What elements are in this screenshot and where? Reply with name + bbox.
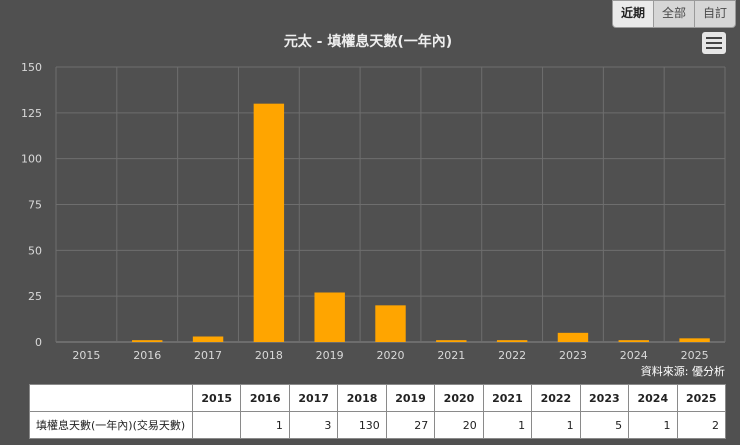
table-header-row: 2015 2016 2017 2018 2019 2020 2021 2022 …: [29, 384, 727, 412]
table-cell: 2: [676, 411, 727, 439]
x-tick-label: 2023: [559, 349, 587, 362]
tab-recent[interactable]: 近期: [612, 1, 653, 27]
x-tick-label: 2016: [133, 349, 161, 362]
table-cell: [191, 411, 242, 439]
x-tick-label: 2021: [437, 349, 465, 362]
y-tick-label: 125: [21, 107, 42, 120]
table-header-cell: 2024: [628, 384, 678, 412]
bar-2025[interactable]: [679, 338, 710, 342]
x-tick-label: 2017: [194, 349, 222, 362]
table-header-cell: 2016: [240, 384, 290, 412]
y-tick-label: 0: [35, 336, 42, 349]
table-header-cell: 2022: [531, 384, 581, 412]
table-header-cell: 2021: [482, 384, 533, 412]
table-cell: 5: [579, 411, 630, 439]
table-row: 填權息天數(一年內)(交易天數) 1 3 130 27 20 1 1 5 1 2: [29, 411, 727, 439]
bar-2023[interactable]: [557, 332, 589, 342]
table-header-cell: 2025: [676, 384, 727, 412]
bar-2024[interactable]: [618, 340, 649, 342]
table-cell: 1: [628, 411, 678, 439]
bar-2019[interactable]: [314, 292, 345, 343]
table-cell: 1: [240, 411, 290, 439]
table-header-cell: 2020: [434, 384, 484, 412]
chart-title: 元太 - 填權息天數(一年內): [284, 33, 452, 50]
bar-2018[interactable]: [253, 103, 285, 343]
x-tick-label: 2024: [620, 349, 648, 362]
table-header-cell: 2019: [385, 384, 436, 412]
table-header-cell: 2018: [337, 384, 387, 412]
tab-custom[interactable]: 自訂: [694, 1, 735, 27]
bar-2022[interactable]: [496, 340, 528, 342]
x-tick-label: 2015: [72, 349, 100, 362]
data-table: 2015 2016 2017 2018 2019 2020 2021 2022 …: [29, 384, 727, 439]
table-header-cell: 2023: [579, 384, 630, 412]
chart-menu-icon[interactable]: [702, 32, 726, 54]
table-row-label: 填權息天數(一年內)(交易天數): [29, 411, 193, 439]
tab-all[interactable]: 全部: [653, 1, 694, 27]
y-tick-label: 150: [21, 61, 42, 74]
range-selector: 近期 全部 自訂: [611, 0, 736, 28]
x-tick-label: 2022: [498, 349, 526, 362]
x-tick-label: 2020: [377, 349, 405, 362]
table-header-cell: 2015: [191, 384, 242, 412]
table-cell: 1: [531, 411, 581, 439]
bar-2016[interactable]: [132, 340, 163, 342]
x-tick-label: 2018: [255, 349, 283, 362]
data-source-credit[interactable]: 資料來源: 優分析: [641, 364, 725, 378]
table-cell: 27: [385, 411, 436, 439]
y-tick-label: 75: [28, 199, 42, 212]
y-tick-label: 25: [28, 290, 42, 303]
x-tick-label: 2019: [316, 349, 344, 362]
table-cell: 1: [482, 411, 533, 439]
x-tick-label: 2025: [681, 349, 709, 362]
table-header-cell: 2017: [288, 384, 339, 412]
table-cell: 130: [337, 411, 387, 439]
y-tick-label: 50: [28, 244, 42, 257]
bar-2017[interactable]: [192, 336, 224, 343]
table-header-cell: [29, 384, 193, 412]
table-cell: 20: [434, 411, 484, 439]
bar-2020[interactable]: [375, 305, 406, 342]
bar-2021[interactable]: [436, 340, 467, 342]
bar-chart: 元太 - 填權息天數(一年內) 0 25 50 75 100 125 150 2015 201…: [21, 33, 726, 378]
y-tick-label: 100: [21, 153, 42, 166]
table-cell: 3: [288, 411, 339, 439]
